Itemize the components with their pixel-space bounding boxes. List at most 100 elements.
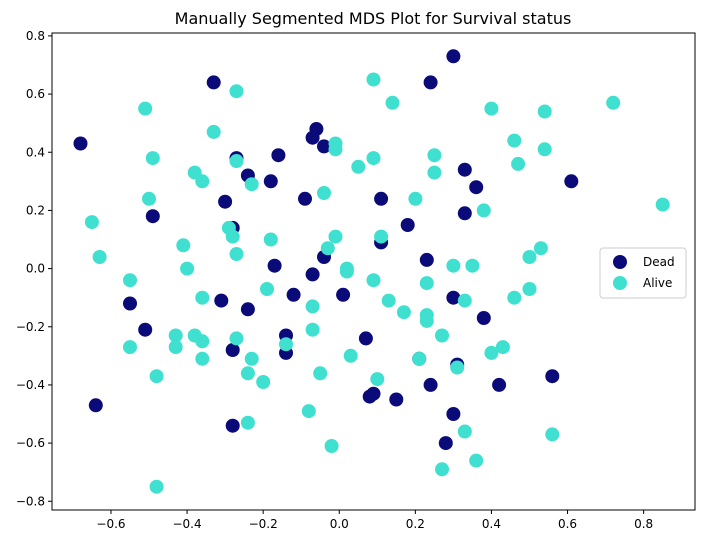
data-point-alive [374,229,389,244]
data-point-alive [305,322,320,337]
data-point-alive [324,439,339,453]
data-point-alive [366,72,381,87]
data-point-dead [419,252,434,267]
data-point-alive [229,331,244,346]
data-point-dead [358,331,373,346]
data-point-dead [317,139,331,154]
data-point-dead [73,136,88,151]
data-point-dead [336,287,351,302]
x-tick-label: 0.4 [482,517,501,531]
data-point-alive [145,151,160,166]
data-point-dead [305,130,320,145]
data-point-dead [389,392,404,407]
data-point-alive [240,415,255,430]
data-point-alive [469,453,484,468]
data-point-alive [256,375,271,389]
data-point-alive [305,299,320,314]
data-point-alive [408,191,423,206]
y-tick-label: 0.6 [26,87,45,101]
data-point-alive [484,345,499,360]
data-point-alive [351,159,366,174]
data-point-dead [145,209,160,224]
data-point-alive [195,351,210,366]
data-point-alive [339,261,354,276]
data-point-alive [263,232,278,247]
data-point-dead [206,75,221,90]
plot-frame [51,32,696,511]
data-point-alive [484,101,499,116]
data-point-dead [446,407,461,421]
data-point-alive [457,293,472,308]
x-tick-label: −0.2 [249,517,278,531]
data-point-dead [214,293,229,308]
data-point-alive [176,238,191,253]
data-point-alive [427,148,442,163]
data-point-alive [435,328,449,343]
y-tick-label: −0.8 [16,494,45,508]
data-point-dead [267,258,282,273]
data-point-dead [286,287,301,302]
data-point-alive [511,156,526,171]
y-tick-label: −0.4 [16,378,45,392]
data-point-alive [537,142,552,157]
y-tick-label: 0.8 [26,29,45,43]
data-point-alive [149,369,164,384]
data-point-dead [446,290,461,305]
data-point-alive [123,273,137,288]
data-point-alive [396,305,411,320]
data-point-alive [533,241,548,256]
data-point-dead [366,386,381,401]
series-dead [73,49,579,451]
data-point-alive [229,154,244,168]
data-point-alive [655,197,670,212]
data-point-alive [385,95,400,110]
data-point-alive [381,293,396,308]
data-point-alive [149,479,164,494]
data-point-alive [244,177,259,192]
data-point-alive [195,290,210,305]
data-point-alive [279,337,293,352]
data-point-dead [298,191,312,206]
data-point-alive [244,351,259,366]
data-point-alive [366,151,381,166]
data-point-alive [195,174,210,189]
data-point-dead [400,218,415,232]
data-point-alive [313,366,328,381]
ticks-layer: −0.6 −0.4 −0.2 0.0 0.2 0.4 0.6 0.8 −0.8 −0.6 −0.4 −… [16,29,653,531]
data-point-alive [92,250,107,264]
y-tick-label: 0.2 [26,203,45,217]
data-point-dead [438,436,453,451]
data-point-dead [88,398,103,413]
chart-title: Manually Segmented MDS Plot for Survival… [175,9,572,28]
data-point-dead [218,194,233,209]
data-point-dead [305,267,320,282]
x-tick-label: 0.8 [634,517,653,531]
data-point-alive [180,261,195,276]
data-point-alive [260,282,274,296]
legend-label-dead: Dead [643,255,675,269]
x-tick-label: −0.6 [96,517,125,531]
data-point-dead [476,311,491,325]
data-point-dead [240,302,255,317]
data-point-alive [507,290,522,305]
data-point-dead [123,296,137,311]
data-point-alive [522,250,537,264]
y-tick-label: −0.6 [16,436,45,450]
data-point-alive [168,340,183,355]
data-point-alive [457,424,472,439]
data-point-alive [370,372,385,387]
data-point-dead [446,49,461,64]
data-point-alive [606,95,621,110]
data-point-alive [522,282,537,296]
data-point-alive [142,191,156,206]
data-point-alive [195,334,210,349]
y-tick-label: 0.0 [26,262,45,276]
data-point-dead [457,162,472,177]
data-point-alive [446,258,461,273]
data-point-alive [328,142,343,157]
data-point-alive [412,351,427,366]
x-tick-label: 0.0 [330,517,349,531]
data-point-dead [423,377,438,392]
data-point-alive [507,133,522,148]
